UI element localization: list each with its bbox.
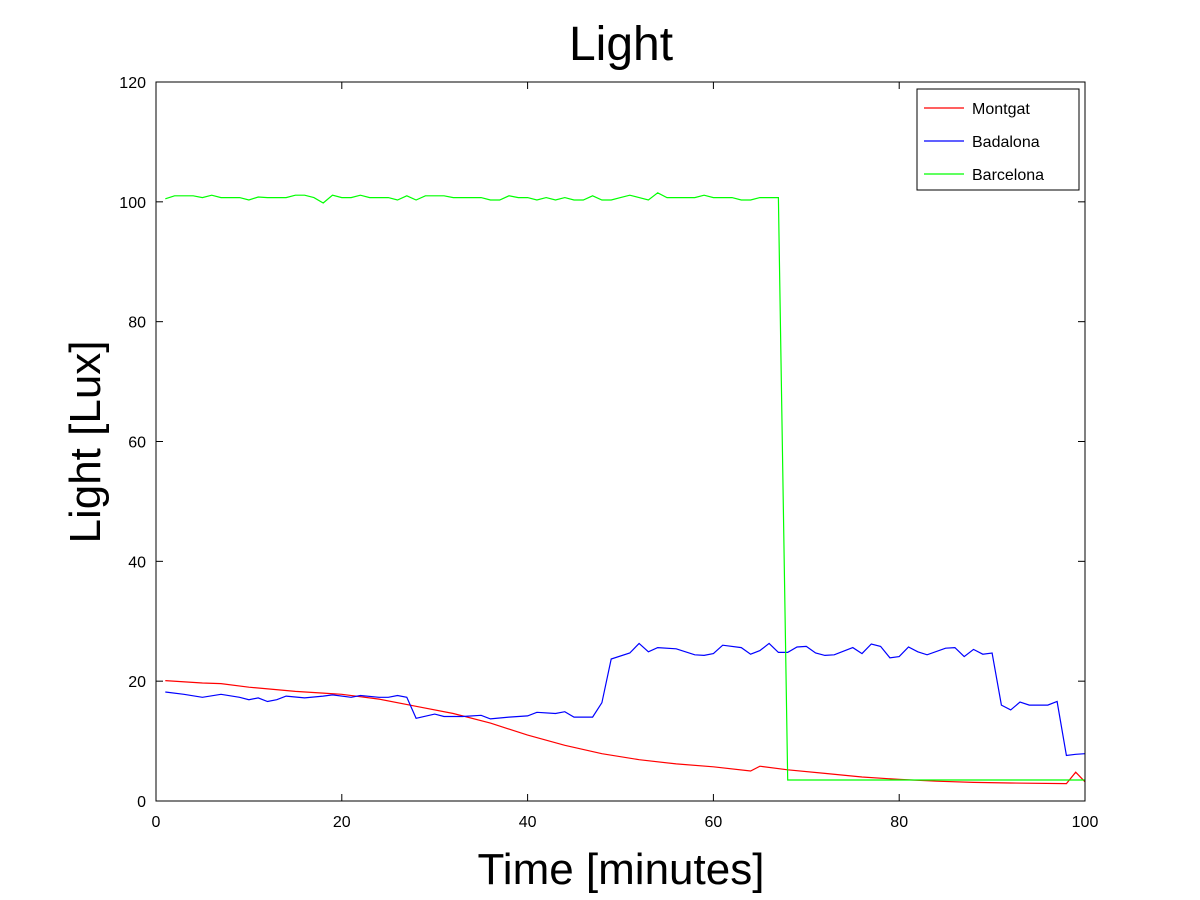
- legend-box: [916, 88, 1080, 191]
- y-tick-label: 80: [128, 315, 146, 332]
- y-tick-label: 60: [128, 435, 146, 452]
- legend: Montgat Badalona Barcelona: [916, 88, 1080, 191]
- x-tick-label: 20: [333, 814, 351, 831]
- x-tick-label: 80: [890, 814, 908, 831]
- chart-title: Light: [569, 18, 673, 71]
- y-tick-label: 20: [128, 674, 146, 691]
- y-tick-label: 120: [119, 75, 146, 92]
- x-tick-label: 100: [1072, 814, 1099, 831]
- series-line-montgat: [165, 680, 1086, 785]
- x-tick-label: 60: [705, 814, 723, 831]
- y-tick-label: 100: [119, 195, 146, 212]
- plot-area: [156, 82, 1085, 801]
- legend-label-barcelona: Barcelona: [972, 167, 1044, 184]
- x-tick-label: 0: [152, 814, 161, 831]
- series-line-badalona: [165, 642, 1086, 757]
- x-tick-label: 40: [519, 814, 537, 831]
- y-tick-label: 40: [128, 554, 146, 571]
- legend-label-badalona: Badalona: [972, 134, 1040, 151]
- y-tick-label: 0: [137, 794, 146, 811]
- series-line-barcelona: [165, 192, 1085, 781]
- legend-label-montgat: Montgat: [972, 101, 1030, 118]
- series-layer: [165, 192, 1086, 785]
- y-axis-label: Light [Lux]: [61, 340, 110, 543]
- y-axis-ticks: 0 20 40 60 80 100 120: [119, 75, 1085, 811]
- x-axis-ticks: 0 20 40 60 80 100: [152, 82, 1099, 831]
- x-axis-label: Time [minutes]: [478, 845, 765, 894]
